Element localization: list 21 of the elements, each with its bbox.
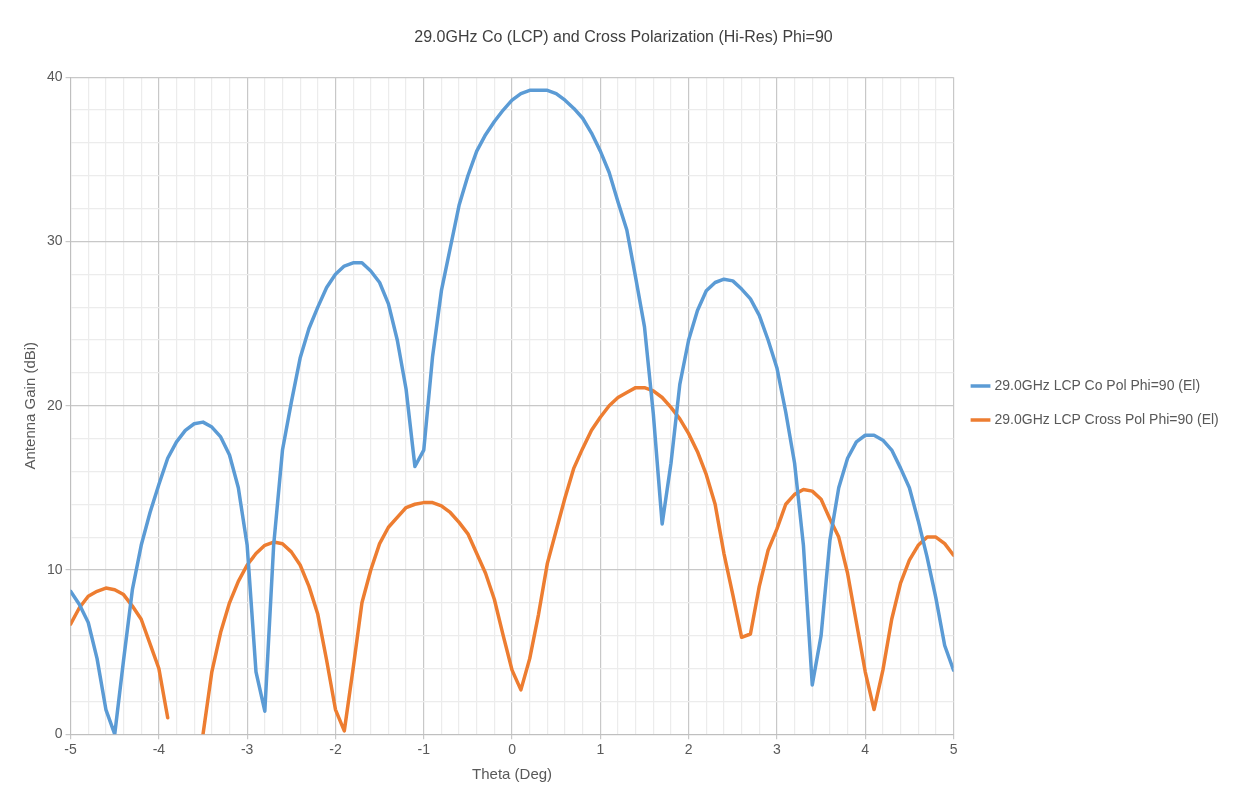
x-axis-title: Theta (Deg) xyxy=(472,765,553,783)
x-tick-label: -2 xyxy=(329,741,342,758)
y-tick-label: 20 xyxy=(46,396,63,413)
x-tick-label: -5 xyxy=(64,741,78,758)
x-tick-label: 5 xyxy=(949,741,958,758)
x-tick-label: -1 xyxy=(417,741,431,758)
x-tick-label: -4 xyxy=(152,741,166,758)
x-tick-label: 1 xyxy=(596,741,605,758)
y-tick-label: 10 xyxy=(46,560,63,577)
y-tick-label: 0 xyxy=(54,725,63,742)
y-axis-title: Antenna Gain (dBi) xyxy=(21,341,39,470)
x-tick-label: 2 xyxy=(684,741,693,758)
y-tick-label: 40 xyxy=(46,68,63,85)
x-tick-label: 4 xyxy=(861,741,870,758)
legend-label: 29.0GHz LCP Cross Pol Phi=90 (El) xyxy=(994,410,1219,427)
y-tick-label: 30 xyxy=(46,232,63,249)
x-tick-label: 3 xyxy=(773,741,782,758)
legend-label: 29.0GHz LCP Co Pol Phi=90 (El) xyxy=(994,376,1201,393)
x-tick-label: 0 xyxy=(508,741,517,758)
chart-title: 29.0GHz Co (LCP) and Cross Polarization (Hi-Res) Phi=90 xyxy=(414,28,833,46)
x-tick-label: -3 xyxy=(240,741,254,758)
